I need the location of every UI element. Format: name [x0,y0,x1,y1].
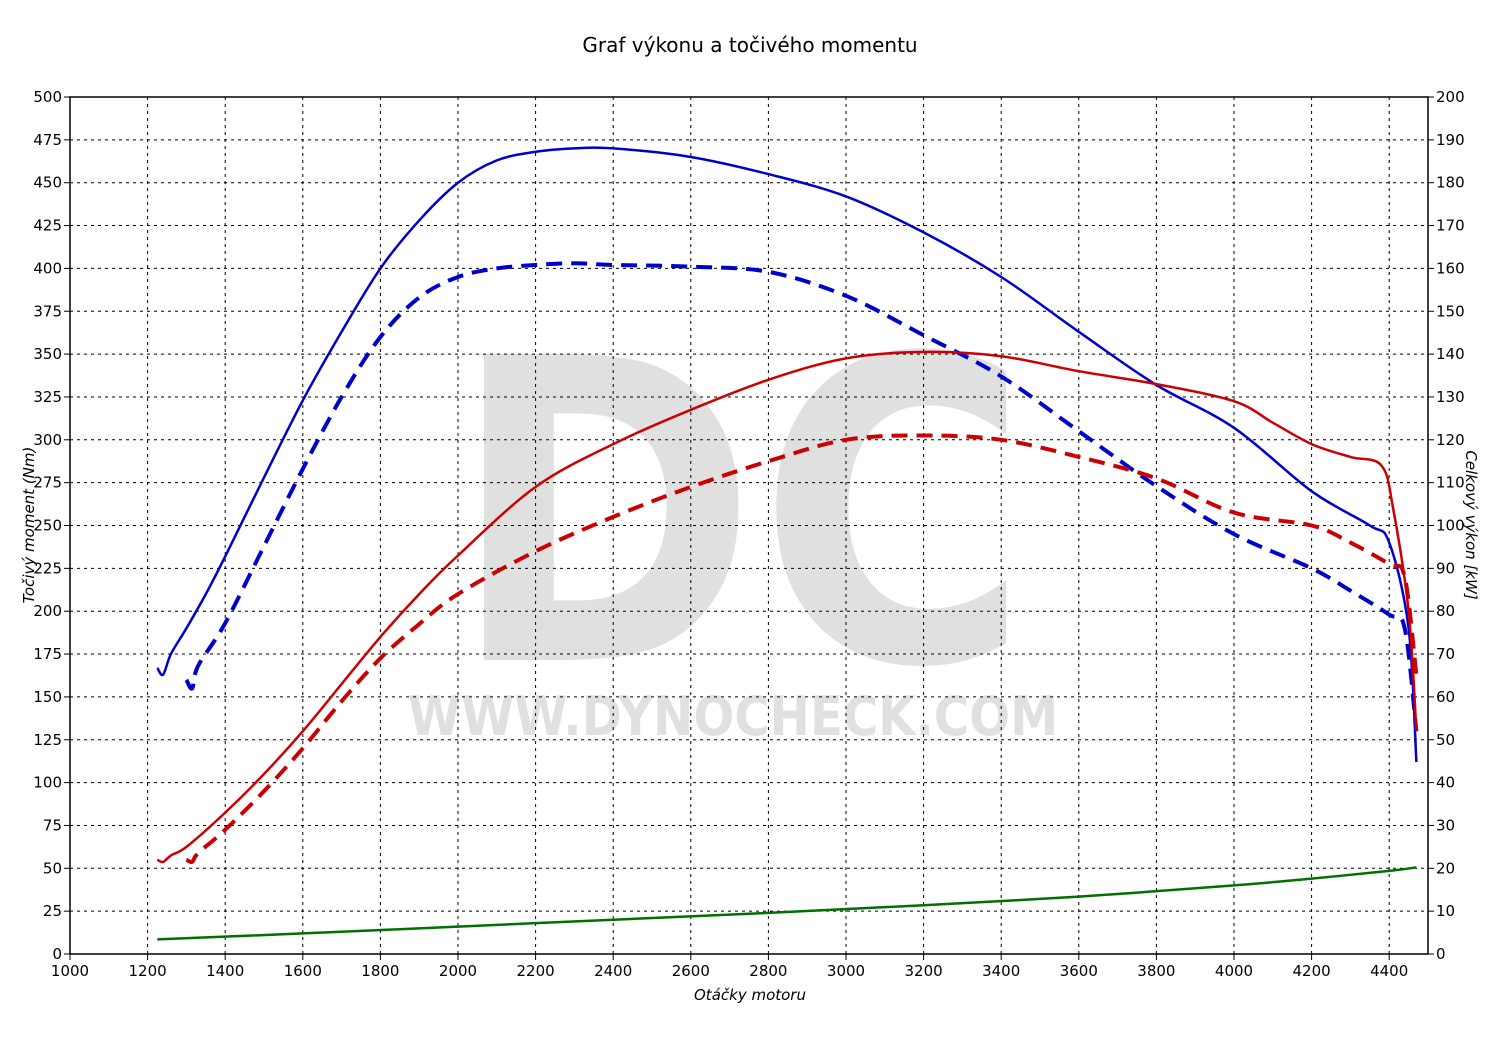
y-left-tick-label: 225 [33,559,62,577]
series-line-4 [185,433,1419,865]
y-left-tick-label: 275 [33,474,62,492]
y-right-tick-label: 30 [1436,816,1455,834]
y-left-tick-label: 50 [43,859,62,877]
x-tick-label: 1800 [361,962,399,980]
x-tick-label: 3800 [1137,962,1175,980]
y-left-tick-label: 100 [33,774,62,792]
x-tick-label: 1000 [51,962,89,980]
chart-title: Graf výkonu a točivého momentu [582,33,917,57]
y-right-tick-labels: 0 10 20 30 40 50 60 70 80 90 100 110 120 130 140 150 160… [1428,88,1465,963]
y-left-tick-label: 200 [33,602,62,620]
y-right-tick-label: 180 [1436,174,1465,192]
y-left-tick-labels: 0 25 50 75 100 125 150 175 200 225 250 275 300 325 350… [33,88,70,963]
series-line-2 [184,261,1419,732]
y-left-tick-label: 150 [33,688,62,706]
x-tick-label: 2400 [594,962,632,980]
y-left-tick-label: 475 [33,131,62,149]
y-right-tick-label: 140 [1436,345,1465,363]
x-tick-label: 2800 [749,962,787,980]
y-left-tick-label: 350 [33,345,62,363]
y-left-tick-label: 375 [33,302,62,320]
x-tick-labels: 1000 1200 1400 1600 1800 2000 2200 2400 2600 2800… [51,954,1408,980]
y-right-tick-label: 80 [1436,602,1455,620]
y-right-tick-label: 50 [1436,731,1455,749]
series-group [156,146,1419,941]
x-axis-label: Otáčky motoru [694,986,806,1004]
series-line-3 [156,350,1418,864]
x-tick-label: 4400 [1370,962,1408,980]
x-tick-label: 2200 [517,962,555,980]
y-right-tick-label: 0 [1436,945,1446,963]
series-line-5 [157,866,1417,941]
y-right-tick-label: 160 [1436,259,1465,277]
x-tick-label: 2600 [672,962,710,980]
y-left-tick-label: 500 [33,88,62,106]
y-left-tick-label: 450 [33,174,62,192]
x-tick-label: 3200 [905,962,943,980]
x-tick-label: 3600 [1060,962,1098,980]
y-right-tick-label: 110 [1436,474,1465,492]
x-tick-label: 2000 [439,962,477,980]
x-tick-label: 1200 [129,962,167,980]
y-right-tick-label: 70 [1436,645,1455,663]
x-tick-label: 3000 [827,962,865,980]
y-right-tick-label: 130 [1436,388,1465,406]
series-line-1 [156,146,1418,763]
y-right-tick-label: 60 [1436,688,1455,706]
watermark-url: WWW.DYNOCHECK.COM [408,685,1058,748]
y-left-tick-label: 175 [33,645,62,663]
y-right-tick-label: 20 [1436,859,1455,877]
y-left-tick-label: 300 [33,431,62,449]
y-left-tick-label: 325 [33,388,62,406]
y-left-tick-label: 250 [33,517,62,535]
x-tick-label: 4200 [1293,962,1331,980]
y-right-tick-label: 100 [1436,517,1465,535]
x-tick-label: 1400 [206,962,244,980]
y-left-tick-label: 0 [52,945,62,963]
y-axis-left-label: Točivý moment (Nm) [20,447,38,604]
y-right-tick-label: 10 [1436,902,1455,920]
x-tick-label: 4000 [1215,962,1253,980]
y-left-tick-label: 400 [33,259,62,277]
y-left-tick-label: 25 [43,902,62,920]
x-tick-label: 1600 [284,962,322,980]
y-right-tick-label: 190 [1436,131,1465,149]
x-tick-label: 3400 [982,962,1020,980]
y-right-tick-label: 120 [1436,431,1465,449]
y-axis-right-label: Celkový výkon [kW] [1462,450,1480,600]
y-right-tick-label: 40 [1436,774,1455,792]
y-right-tick-label: 90 [1436,559,1455,577]
watermark: DC WWW.DYNOCHECK.COM [408,271,1058,760]
y-left-tick-label: 425 [33,217,62,235]
y-left-tick-label: 75 [43,816,62,834]
y-right-tick-label: 150 [1436,302,1465,320]
y-left-tick-label: 125 [33,731,62,749]
y-right-tick-label: 170 [1436,217,1465,235]
y-right-tick-label: 200 [1436,88,1465,106]
